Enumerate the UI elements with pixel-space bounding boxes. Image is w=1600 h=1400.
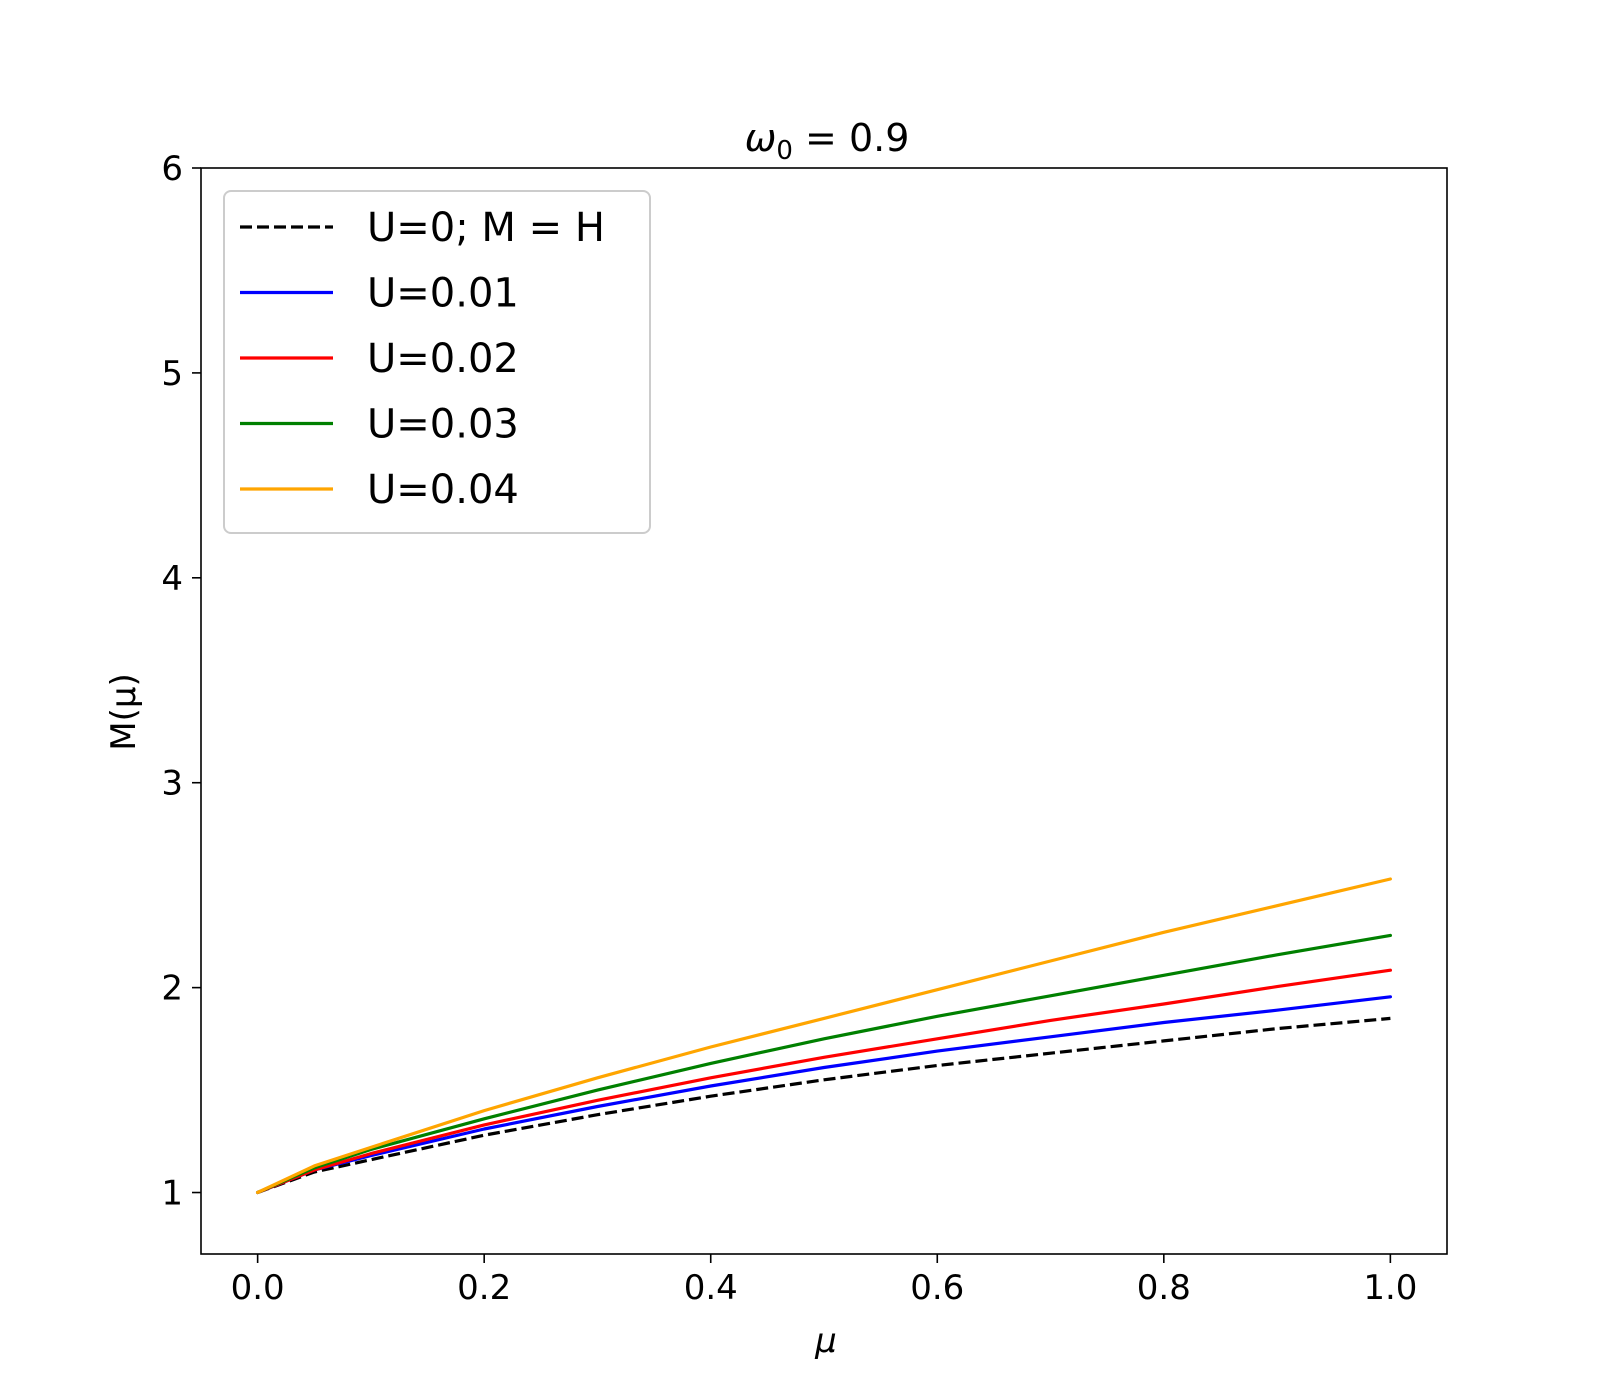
chart-title: ω0 = 0.9	[745, 116, 910, 166]
legend-entries: U=0; M = H U=0.01 U=0.02 U=0.03 U=0.04	[240, 205, 605, 513]
y-tick-label: 3	[161, 764, 183, 804]
title-subscript: 0	[776, 136, 793, 166]
axes-frame	[200, 167, 1448, 1255]
x-tick-label: 1.0	[1363, 1268, 1417, 1308]
title-symbol: ω	[745, 116, 777, 160]
legend: U=0; M = H U=0.01 U=0.02 U=0.03 U=0.04	[223, 190, 651, 534]
x-tick-label: 0.4	[684, 1268, 738, 1308]
x-tick-label: 0.2	[457, 1268, 511, 1308]
y-axis-ticks: 1 2 3 4 5 6	[161, 149, 201, 1214]
x-tick-label: 0.0	[231, 1268, 285, 1308]
legend-box	[223, 190, 651, 534]
y-tick-label: 6	[161, 149, 183, 189]
title-rest: = 0.9	[793, 116, 909, 160]
y-tick-label: 5	[161, 354, 183, 394]
series-line	[257, 1016, 1391, 1195]
series-line	[256, 995, 1393, 1195]
y-axis-label: M(μ)	[104, 673, 144, 751]
y-tick-label: 1	[161, 1174, 183, 1214]
y-tick-label: 4	[161, 559, 183, 599]
x-tick-label: 0.8	[1137, 1268, 1191, 1308]
x-axis-label: μ	[814, 1321, 837, 1361]
legend-label: U=0.03	[367, 402, 519, 448]
series-line	[256, 933, 1393, 1195]
legend-label: U=0; M = H	[367, 205, 605, 251]
series-line	[256, 877, 1393, 1195]
x-tick-label: 0.6	[910, 1268, 964, 1308]
x-axis-ticks: 0.0 0.2 0.4 0.6 0.8 1.0	[231, 1254, 1417, 1308]
legend-label: U=0.04	[367, 467, 519, 513]
series-line	[256, 968, 1393, 1195]
legend-label: U=0.01	[367, 271, 519, 317]
legend-label: U=0.02	[367, 336, 519, 382]
series-layer	[256, 877, 1393, 1195]
y-tick-label: 2	[161, 969, 183, 1009]
